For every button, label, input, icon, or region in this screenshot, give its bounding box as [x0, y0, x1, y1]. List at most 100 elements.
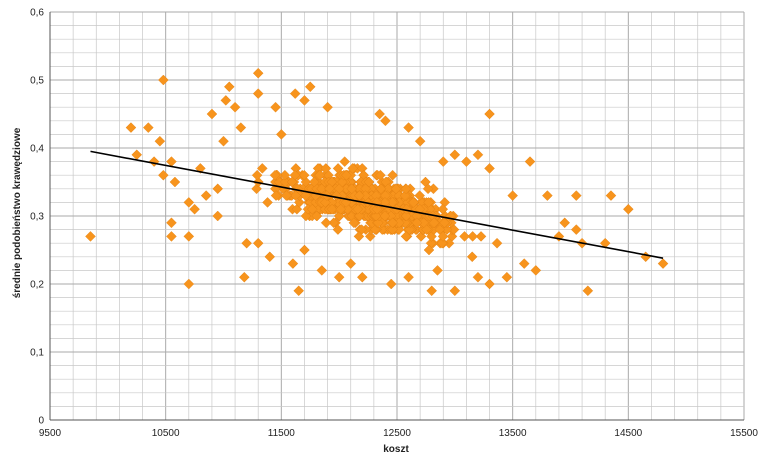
- x-tick-label: 14500: [614, 428, 642, 439]
- data-point: [252, 67, 264, 79]
- data-point: [320, 197, 331, 208]
- data-point: [466, 251, 478, 263]
- data-point: [298, 169, 310, 181]
- data-point: [364, 231, 376, 242]
- data-point: [472, 271, 484, 283]
- data-point: [501, 271, 513, 283]
- data-point: [125, 122, 137, 133]
- y-tick-label: 0: [38, 416, 44, 427]
- data-point: [472, 149, 484, 161]
- data-point: [212, 183, 223, 195]
- data-point: [387, 169, 398, 181]
- data-point: [212, 210, 223, 222]
- data-point: [375, 183, 387, 195]
- data-point: [401, 203, 412, 215]
- data-point: [605, 190, 617, 201]
- data-point: [400, 183, 412, 195]
- data-point: [218, 135, 229, 147]
- data-point: [348, 217, 360, 229]
- data-point: [347, 163, 358, 174]
- tick-labels: 9500 10500 11500 12500 13500 14500 15500 0 0,1 0,…: [30, 8, 758, 440]
- data-point: [371, 203, 383, 215]
- data-point: [623, 203, 634, 215]
- data-point: [599, 237, 611, 249]
- data-point: [311, 210, 322, 222]
- data-point: [423, 197, 434, 208]
- data-point: [262, 197, 273, 208]
- data-point: [449, 149, 461, 161]
- data-point: [229, 101, 241, 113]
- x-axis-title: koszt: [383, 444, 409, 455]
- data-point: [289, 88, 301, 99]
- data-point: [657, 258, 669, 269]
- data-point: [559, 217, 570, 229]
- data-point: [408, 197, 419, 208]
- data-point: [220, 95, 232, 106]
- data-point: [375, 169, 386, 181]
- data-point: [437, 231, 449, 242]
- data-point: [387, 224, 398, 235]
- data-point: [439, 217, 450, 229]
- data-point: [403, 271, 414, 283]
- data-point: [387, 217, 398, 229]
- x-tick-label: 11500: [268, 428, 296, 439]
- data-point: [279, 169, 291, 181]
- data-point: [411, 217, 423, 229]
- axes: [49, 12, 744, 421]
- data-point: [449, 285, 461, 297]
- data-point: [143, 122, 154, 133]
- data-point: [286, 176, 298, 188]
- data-point: [158, 74, 169, 86]
- data-point: [390, 183, 402, 195]
- data-point: [379, 210, 391, 222]
- x-tick-label: 9500: [39, 428, 62, 439]
- data-point: [640, 251, 651, 263]
- data-point: [379, 197, 391, 208]
- y-tick-label: 0,1: [30, 348, 44, 359]
- y-axis-title: średnie podobieństwo krawędziowe: [12, 127, 23, 298]
- data-point: [346, 183, 357, 195]
- data-point: [294, 197, 305, 208]
- data-point: [154, 135, 166, 147]
- x-tick-label: 12500: [383, 428, 411, 439]
- data-point: [357, 271, 368, 283]
- data-point: [183, 278, 195, 290]
- data-point: [385, 278, 397, 290]
- data-point: [363, 176, 375, 188]
- data-point: [448, 224, 460, 235]
- data-point: [484, 108, 495, 120]
- trendline: [90, 150, 664, 259]
- data-point: [148, 156, 160, 167]
- y-tick-label: 0,3: [30, 212, 44, 223]
- data-point: [320, 217, 332, 229]
- data-point: [200, 190, 212, 201]
- data-point: [339, 156, 350, 167]
- data-point: [281, 190, 292, 201]
- data-point: [582, 285, 594, 297]
- data-point: [290, 190, 301, 201]
- data-point: [169, 176, 181, 188]
- data-point: [304, 81, 316, 93]
- data-point: [423, 244, 435, 256]
- data-point: [432, 265, 443, 276]
- data-point: [524, 156, 536, 167]
- data-point: [299, 95, 310, 106]
- data-point: [518, 258, 530, 269]
- data-point: [333, 271, 345, 283]
- data-point: [542, 190, 553, 201]
- data-point: [403, 122, 414, 133]
- data-point: [400, 210, 412, 222]
- data-point: [467, 231, 478, 242]
- data-point: [308, 176, 320, 188]
- data-point: [422, 183, 434, 195]
- data-point: [251, 169, 263, 181]
- data-point: [332, 224, 344, 235]
- data-point: [166, 217, 177, 229]
- data-point: [426, 285, 437, 297]
- data-point: [320, 163, 332, 174]
- data-point: [300, 190, 311, 201]
- data-point: [335, 203, 346, 215]
- data-point: [571, 190, 582, 201]
- data-point: [166, 231, 177, 242]
